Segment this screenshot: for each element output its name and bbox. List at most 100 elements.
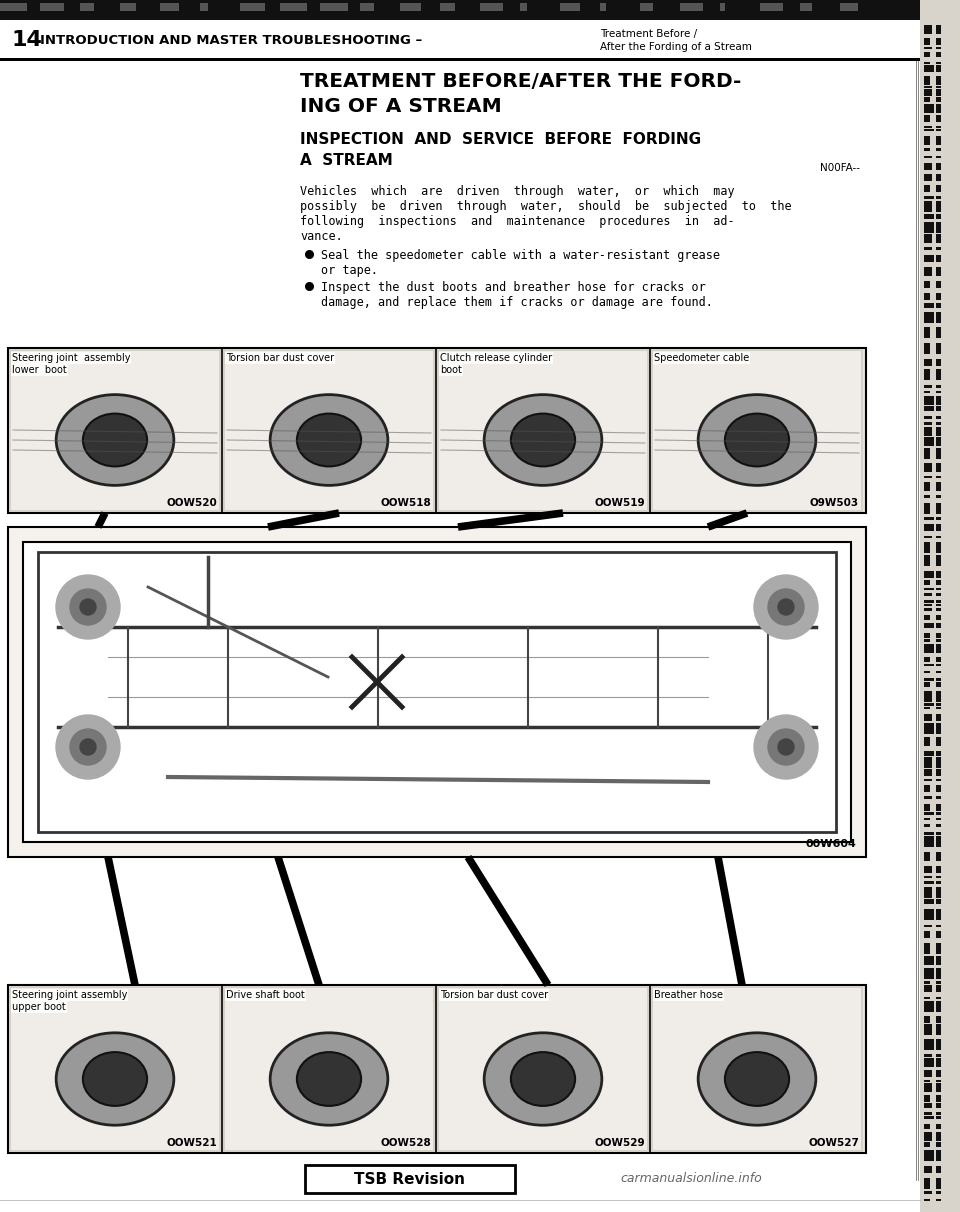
Bar [936,1094,941,1102]
Bar [924,126,932,128]
Bar [936,1058,941,1067]
Bar [924,925,932,927]
Text: Clutch release cylinder: Clutch release cylinder [440,353,552,364]
Circle shape [778,739,794,755]
Bar [924,751,934,756]
Bar [924,779,932,781]
Bar [11,351,219,510]
Circle shape [754,715,818,779]
Bar [11,988,219,1150]
Ellipse shape [56,395,174,485]
Text: Treatment Before /: Treatment Before / [600,29,697,39]
Ellipse shape [297,413,361,467]
Bar [120,2,140,11]
Bar [800,2,827,11]
Bar [924,644,934,653]
Bar [924,818,930,821]
Bar [520,2,543,11]
Bar [936,482,941,491]
Ellipse shape [698,395,816,485]
Bar [924,633,930,638]
Bar [924,785,930,791]
Bar [924,222,934,233]
Bar [936,1039,941,1050]
Bar [924,1070,932,1077]
Bar [936,682,941,687]
Bar [924,1039,934,1050]
Bar [440,2,464,11]
Bar [924,234,932,242]
Bar [924,724,934,734]
Bar [8,527,866,857]
Bar [924,427,932,436]
Bar [924,943,930,954]
Text: possibly  be  driven  through  water,  should  be  subjected  to  the: possibly be driven through water, should… [300,200,792,213]
Text: ING OF A STREAM: ING OF A STREAM [300,97,502,116]
Bar [924,391,930,393]
Circle shape [768,589,804,625]
Bar [936,476,941,478]
Text: Steering joint  assembly: Steering joint assembly [12,353,131,364]
Bar [924,503,930,514]
Text: carmanualsionline.info: carmanualsionline.info [620,1172,761,1185]
Bar [936,503,941,514]
Bar [0,58,920,61]
Circle shape [80,739,96,755]
Text: O9W503: O9W503 [810,498,859,508]
Bar [80,2,88,11]
Bar [760,2,766,11]
Bar [924,671,930,673]
Circle shape [778,599,794,614]
Bar [936,518,941,520]
Bar [0,0,920,21]
Bar [936,812,941,814]
Bar [936,943,941,954]
Bar [936,1191,941,1194]
Bar [936,804,941,811]
Bar [924,156,932,158]
Bar [936,881,941,884]
Bar [924,524,934,531]
Bar [936,65,941,72]
Bar [936,796,941,799]
Ellipse shape [725,413,789,467]
Bar [924,136,930,145]
Bar [924,416,932,419]
Text: Breather hose: Breather hose [654,990,723,1000]
Bar [924,47,932,48]
Bar [936,136,941,145]
Bar [936,281,941,288]
Bar [924,542,930,553]
Bar [924,303,934,308]
Bar [924,852,930,861]
Bar [936,691,941,702]
Bar [936,293,941,301]
Bar [936,1116,941,1119]
Text: upper boot: upper boot [12,1002,65,1012]
Bar [936,633,941,638]
Bar [924,571,934,578]
Bar [0,2,15,11]
Bar [924,623,934,628]
Bar [924,1124,930,1130]
Bar [924,65,934,72]
Bar [936,343,941,354]
Bar [924,1142,930,1147]
Bar [936,1199,941,1201]
Bar [936,427,941,436]
Bar [936,406,941,411]
Bar [936,968,941,979]
Bar [936,311,941,324]
Text: TREATMENT BEFORE/AFTER THE FORD-: TREATMENT BEFORE/AFTER THE FORD- [300,72,741,91]
Bar [924,600,934,604]
Bar [936,588,941,590]
Text: boot: boot [440,365,462,375]
Bar [936,1166,941,1173]
Bar [924,518,934,520]
Bar [924,1058,934,1067]
Bar [924,185,930,191]
Bar [936,751,941,756]
Bar [924,614,930,621]
Bar [924,175,932,181]
Bar [936,925,941,927]
